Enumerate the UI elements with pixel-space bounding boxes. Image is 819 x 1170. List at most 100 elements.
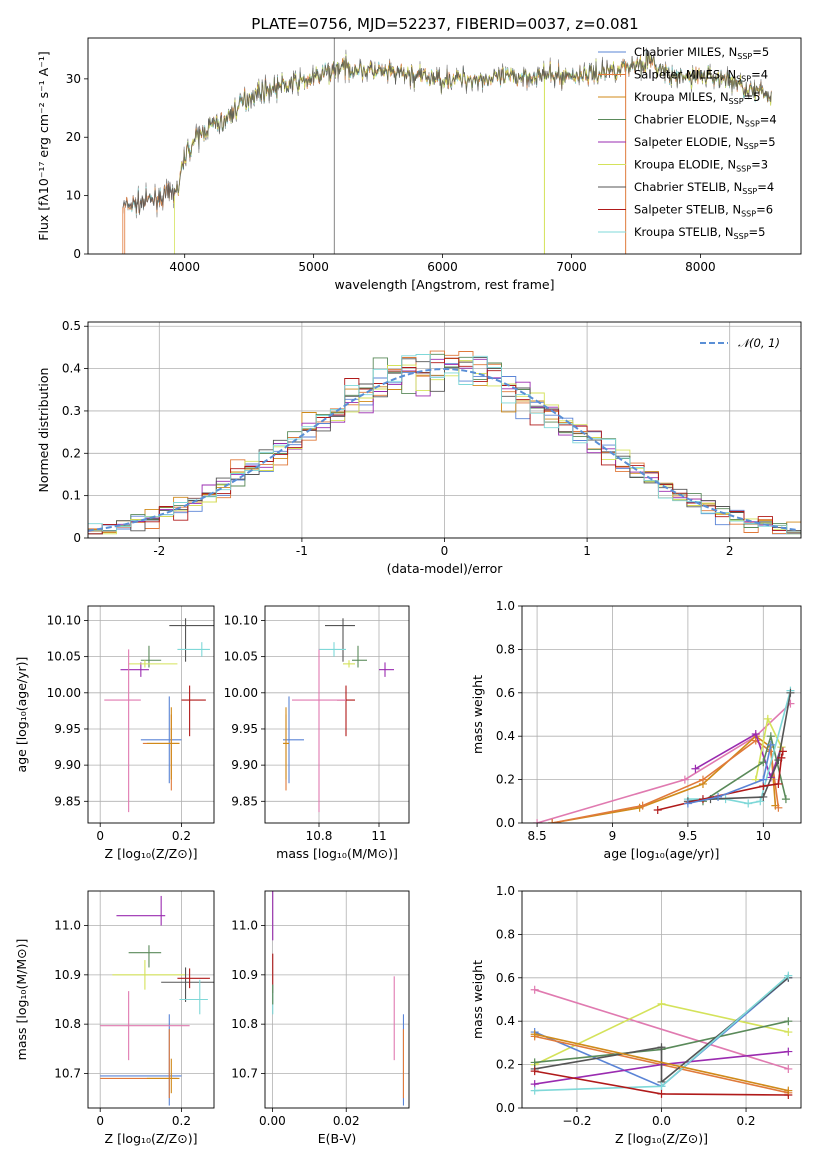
y-tick-label: 10.00 <box>224 686 258 700</box>
y-tick-label: 10.7 <box>231 1066 258 1080</box>
plot-area-spectrum <box>122 38 772 254</box>
y-tick-label: 0.1 <box>62 489 81 503</box>
weight-marker <box>774 779 783 788</box>
errorbar-point <box>161 967 214 1002</box>
legend-entry: Salpeter MILES, NSSP=4 <box>634 68 768 84</box>
legend-entry: Kroupa STELIB, NSSP=5 <box>634 225 765 241</box>
x-axis-label: mass [log₁₀(M/M⊙)] <box>276 846 398 861</box>
y-tick-label: 10 <box>66 189 81 203</box>
x-axis-label: Z [log₁₀(Z/Z⊙)] <box>105 1131 198 1146</box>
errorbar-point <box>146 707 180 780</box>
errorbar-point <box>128 660 178 668</box>
plot-area-age_vs_mass <box>265 606 409 823</box>
x-tick-label: 5000 <box>298 260 329 274</box>
weight-marker <box>657 999 666 1008</box>
weight-marker <box>530 1030 539 1039</box>
y-tick-label: 0.8 <box>496 927 515 941</box>
y-tick-label: 10.00 <box>47 686 81 700</box>
weight-marker <box>751 730 760 739</box>
x-tick-label: 0.2 <box>172 829 191 843</box>
weight-marker <box>744 799 753 808</box>
x-axis-label: Z [log₁₀(Z/Z⊙)] <box>615 1131 708 1146</box>
legend-entry: Chabrier STELIB, NSSP=4 <box>634 180 774 196</box>
y-tick-label: 0.0 <box>496 1101 515 1115</box>
y-axis-label: mass weight <box>470 960 485 1039</box>
errorbar-point <box>319 642 346 657</box>
x-tick-label: 2 <box>726 544 734 558</box>
weight-marker <box>533 819 542 823</box>
plot-area-residuals <box>88 322 801 538</box>
axes-frame <box>264 605 410 824</box>
panel-mass_vs_EBV: 0.00 0.02 10.7 10.8 10.9 11.0 E(B-V) <box>231 890 410 1146</box>
x-axis-label: age [log₁₀(age/yr)] <box>604 846 720 861</box>
x-tick-label: 0 <box>96 1114 104 1128</box>
errorbar-point <box>128 945 162 968</box>
errorbar-point <box>104 649 141 813</box>
panel-age_vs_mass: 10.8 11 9.85 9.90 9.95 10.00 10.05 10.10 mass [l… <box>224 605 410 861</box>
y-tick-label: 0 <box>73 531 81 545</box>
y-tick-label: 0.6 <box>496 686 515 700</box>
y-tick-label: 9.90 <box>231 758 258 772</box>
weight-marker <box>657 1089 666 1098</box>
errorbar-point <box>352 645 367 668</box>
y-tick-label: 0.3 <box>62 404 81 418</box>
x-tick-label: -2 <box>153 544 165 558</box>
weight-marker <box>786 688 795 697</box>
x-tick-label: 10 <box>756 829 771 843</box>
x-tick-label: 9 <box>609 829 617 843</box>
x-axis-label: Z [log₁₀(Z/Z⊙)] <box>105 846 198 861</box>
errorbar-point <box>325 618 355 662</box>
x-tick-label: 4000 <box>169 260 200 274</box>
plot-area-age_vs_Z <box>88 606 214 823</box>
y-axis-label: mass weight <box>470 675 485 754</box>
x-tick-label: 0.2 <box>736 1114 755 1128</box>
y-axis-label: mass [log₁₀(M/M⊙)] <box>14 939 29 1061</box>
errorbar-point <box>283 707 289 780</box>
x-tick-label: 0.00 <box>259 1114 286 1128</box>
y-tick-label: 10.8 <box>54 1017 81 1031</box>
weight-series-line <box>552 739 780 823</box>
y-tick-label: 10.05 <box>47 650 81 664</box>
y-axis-label: Normed distribution <box>36 368 51 493</box>
weight-marker <box>657 1082 666 1091</box>
legend-entry: Kroupa ELODIE, NSSP=3 <box>634 158 768 174</box>
legend-entry: Salpeter STELIB, NSSP=6 <box>634 203 773 219</box>
x-tick-label: 8.5 <box>528 829 547 843</box>
weight-marker <box>759 792 768 801</box>
weight-marker <box>766 732 775 741</box>
axes-frame <box>521 605 802 824</box>
weight-marker <box>657 1043 666 1052</box>
y-tick-label: 10.10 <box>47 613 81 627</box>
weight-marker <box>781 795 790 804</box>
x-tick-label: 10.8 <box>306 829 333 843</box>
y-tick-label: 0.6 <box>496 971 515 985</box>
legend-entry: Chabrier ELODIE, NSSP=4 <box>634 113 777 129</box>
panel-weight_vs_Z: −0.2 0.0 0.2 0.0 0.2 0.4 0.6 0.8 1.0 Z [log₁₀(Z/Z… <box>470 884 802 1146</box>
weight-series-line <box>687 744 772 805</box>
weight-marker <box>774 803 783 812</box>
axes-frame <box>87 605 215 824</box>
x-axis-label: E(B-V) <box>318 1131 357 1146</box>
weight-marker <box>777 753 786 762</box>
weight-series-line <box>536 703 791 823</box>
y-tick-label: 0.2 <box>62 446 81 460</box>
y-tick-label: 9.90 <box>54 758 81 772</box>
errorbar-point <box>116 895 166 926</box>
x-tick-label: −0.2 <box>562 1114 591 1128</box>
x-tick-label: 7000 <box>556 260 587 274</box>
spectrum-model-line <box>122 50 772 214</box>
weight-series-line <box>534 1033 789 1092</box>
y-tick-label: 1.0 <box>496 884 515 898</box>
y-tick-label: 0.4 <box>496 729 515 743</box>
weight-marker <box>683 799 692 808</box>
errorbar-point <box>343 660 355 668</box>
errorbar-point <box>177 968 210 989</box>
x-tick-label: 0 <box>441 544 449 558</box>
y-tick-label: 1.0 <box>496 599 515 613</box>
y-tick-label: 10.8 <box>231 1017 258 1031</box>
x-tick-label: 0.0 <box>652 1114 671 1128</box>
legend: Chabrier MILES, NSSP=5 Salpeter MILES, NS… <box>598 45 777 241</box>
y-axis-label: age [log₁₀(age/yr)] <box>14 657 29 773</box>
axes-frame <box>87 890 215 1109</box>
